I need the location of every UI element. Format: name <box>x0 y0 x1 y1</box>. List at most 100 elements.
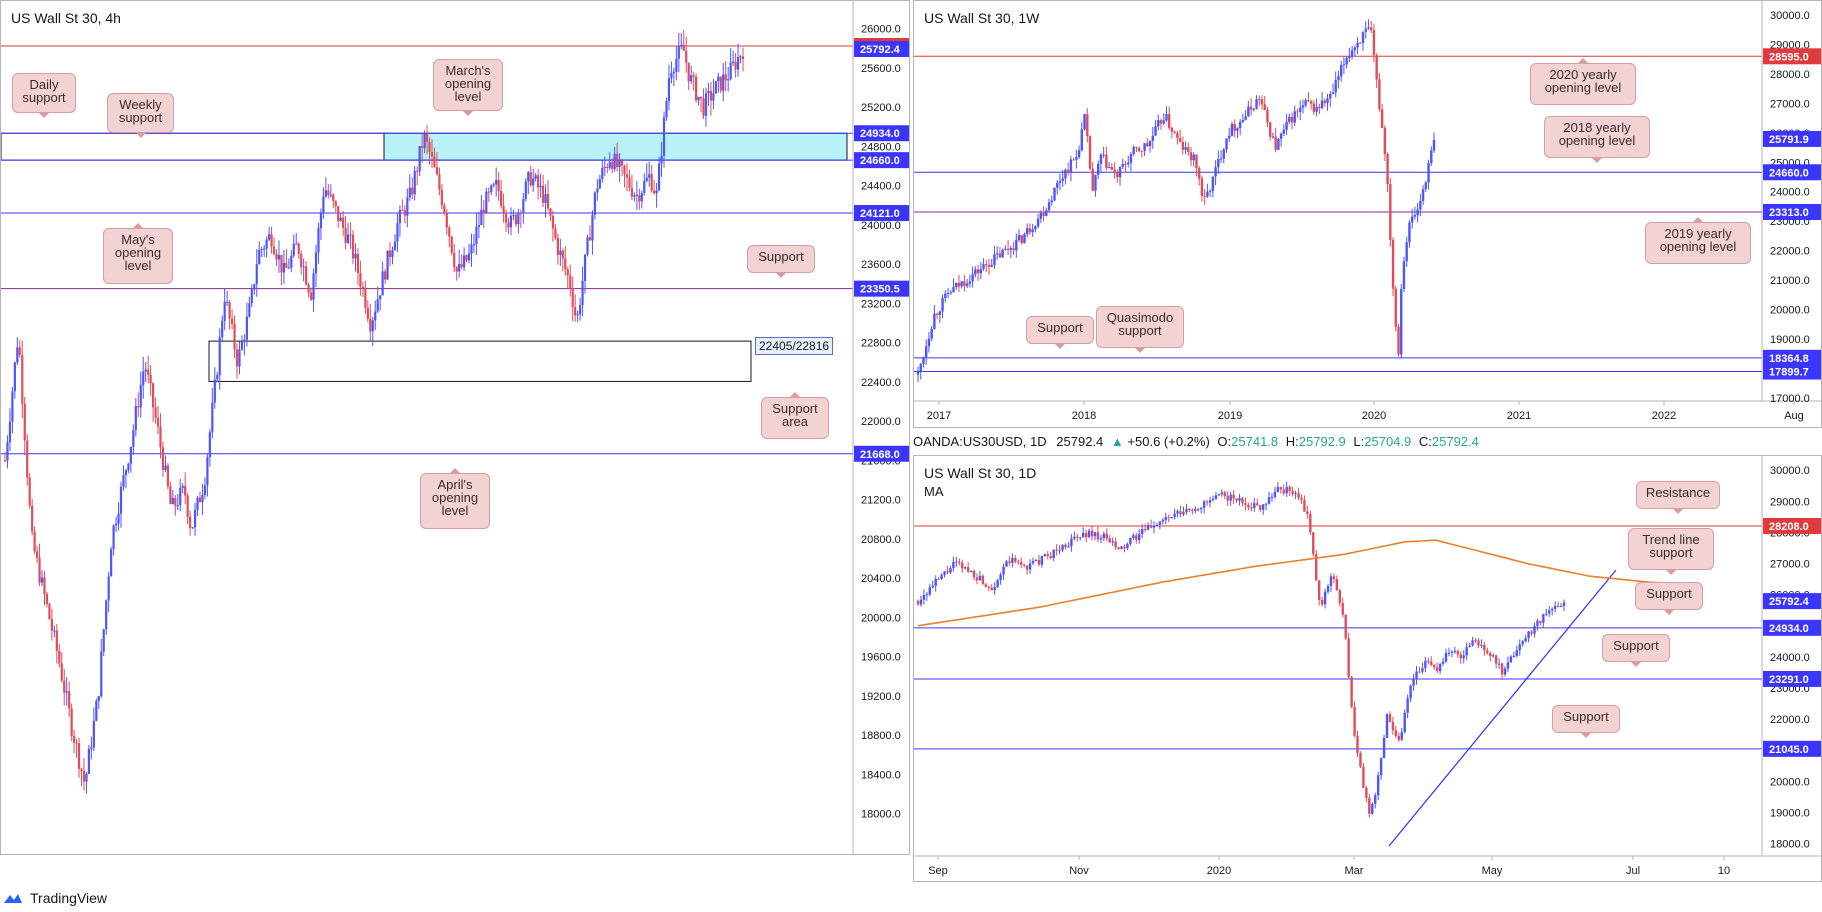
candle-body <box>1462 655 1465 659</box>
candle-body <box>1477 640 1480 646</box>
candle-body <box>1524 638 1527 642</box>
candle-body <box>616 153 619 168</box>
candle-body <box>653 190 656 194</box>
callout-daily-support-2: Support <box>1602 634 1670 667</box>
candle-body <box>1285 487 1288 494</box>
candle-body <box>403 210 406 216</box>
x-tick-label: May <box>1482 865 1503 877</box>
candle-body <box>302 266 305 268</box>
candle-body <box>1015 239 1018 251</box>
candle-body <box>322 196 325 213</box>
price-tag-bg-0 <box>1763 48 1821 65</box>
candle-body <box>1378 79 1381 110</box>
chart-4h-svg[interactable]: 18000.0 18400.0 18800.0 19200.0 19600.0 20000… <box>1 1 910 855</box>
candle-body <box>1342 64 1346 66</box>
candle-body <box>987 265 991 268</box>
candle-body <box>1353 47 1357 51</box>
candle-body <box>946 293 950 295</box>
chart-4h-panel[interactable]: 18000.0 18400.0 18800.0 19200.0 19600.0 20000… <box>0 0 910 855</box>
candle-body <box>82 771 86 782</box>
candle-body <box>916 371 920 375</box>
candle-body <box>1004 248 1007 250</box>
candle-body <box>1521 641 1524 645</box>
candle-body <box>1367 27 1370 29</box>
candle-body <box>445 213 448 228</box>
candle-body <box>482 209 485 214</box>
y-tick-label: 25600.0 <box>861 63 901 75</box>
candle-body <box>1195 154 1198 169</box>
candle-body <box>682 44 685 51</box>
candle-body <box>1042 212 1045 217</box>
candle-body <box>1306 511 1309 515</box>
candle-body <box>490 185 493 193</box>
candle-body <box>425 133 429 142</box>
candle-body <box>1244 116 1247 121</box>
candle-body <box>156 417 160 427</box>
candle-body <box>1069 159 1073 173</box>
candle-body <box>566 269 569 276</box>
candle-body <box>1344 614 1347 639</box>
candle-body <box>960 281 963 287</box>
candle-body <box>1447 652 1451 654</box>
candle-body <box>633 195 636 197</box>
candle-body <box>1225 138 1228 150</box>
candle-body <box>665 101 668 118</box>
callout-2020-yearly: 2020 yearly opening level <box>1530 58 1636 105</box>
candle-body <box>1217 494 1221 496</box>
candle-body <box>1056 182 1059 188</box>
tradingview-brand[interactable]: TradingView <box>2 890 107 906</box>
candle-body <box>1020 562 1023 565</box>
candle-body <box>522 199 525 214</box>
candle-body <box>971 274 974 282</box>
candle-body <box>695 76 698 101</box>
candle-body <box>1120 546 1123 549</box>
candle-body <box>1294 493 1297 495</box>
candle-body <box>1539 620 1542 623</box>
candle-body <box>48 603 51 619</box>
candle-body <box>996 580 999 587</box>
candle-body <box>305 266 308 285</box>
candle-body <box>1285 121 1288 130</box>
candle-body <box>559 250 562 255</box>
chart-1d-panel[interactable]: 18000.019000.020000.021000.022000.023000… <box>913 455 1822 882</box>
candle-body <box>443 205 446 214</box>
candle-body <box>134 406 137 431</box>
candle-body <box>1006 248 1010 250</box>
chart-1w-svg[interactable]: 17000.018000.019000.020000.021000.022000… <box>914 1 1822 428</box>
chart-1w-panel[interactable]: 17000.018000.019000.020000.021000.022000… <box>913 0 1822 428</box>
candle-body <box>393 241 397 251</box>
chart-1d-svg[interactable]: 18000.019000.020000.021000.022000.023000… <box>914 456 1822 882</box>
candle-body <box>1164 517 1167 521</box>
price-tag-bg-1 <box>1763 130 1821 147</box>
x-tick-label: 2017 <box>927 410 951 422</box>
candle-body <box>1176 511 1179 514</box>
candle-body <box>433 156 436 168</box>
candle-body <box>1536 620 1539 627</box>
candle-body <box>80 768 83 772</box>
candle-body <box>1028 563 1032 570</box>
candle-body <box>462 255 466 268</box>
candle-body <box>714 81 717 94</box>
candle-body <box>650 174 653 191</box>
price-tag-bg-3 <box>1763 670 1821 687</box>
candle-body <box>127 463 130 471</box>
candle-body <box>517 212 520 225</box>
candle-body <box>1527 631 1530 639</box>
candle-body <box>319 212 323 229</box>
candle-body <box>1258 505 1262 510</box>
candle-body <box>1158 521 1162 525</box>
candle-body <box>719 76 722 91</box>
candle-body <box>1273 491 1277 497</box>
candle-body <box>364 287 367 308</box>
candle-body <box>1383 127 1387 155</box>
candle-body <box>119 486 123 514</box>
callout-2019-yearly: 2019 yearly opening level <box>1645 217 1751 264</box>
candle-body <box>186 495 189 517</box>
candle-body <box>935 313 939 315</box>
candle-body <box>384 271 387 280</box>
candle-body <box>359 272 362 287</box>
brand-label: TradingView <box>30 890 108 906</box>
candle-body <box>1503 668 1507 675</box>
candle-body <box>497 179 500 192</box>
candle-body <box>955 561 958 563</box>
